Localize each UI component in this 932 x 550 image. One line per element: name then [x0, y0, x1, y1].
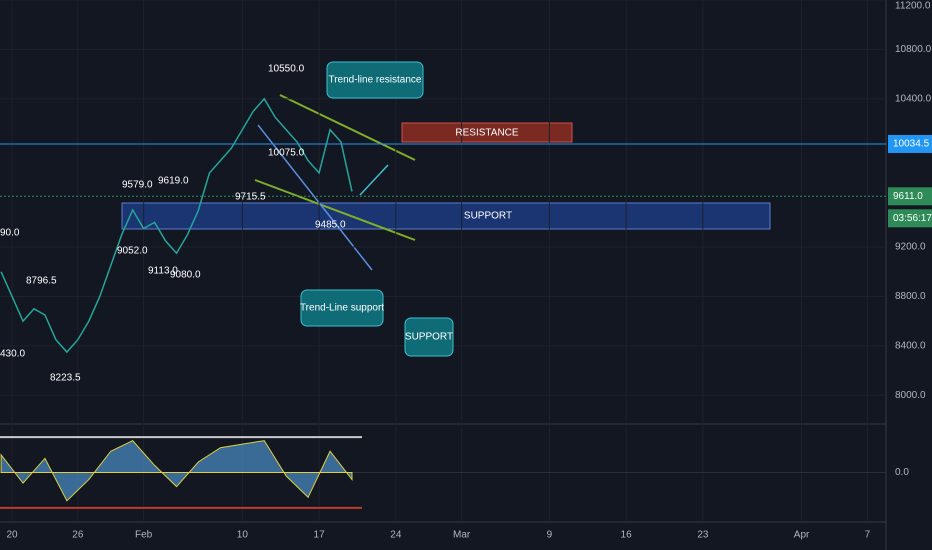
- resistance-zone: [401, 122, 573, 143]
- y-tick-label: 8800.0: [895, 291, 926, 302]
- y-tick-label: 11200.0: [895, 1, 931, 12]
- price-tag: [888, 187, 932, 206]
- zone-label: RESISTANCE: [455, 128, 518, 139]
- x-tick-label: Feb: [135, 530, 153, 541]
- callout-box: [404, 317, 454, 357]
- annotation: 9715.5: [235, 192, 266, 203]
- callout-box: [326, 61, 424, 99]
- annotation: 430.0: [0, 349, 25, 360]
- y-tick-label: 10800.0: [895, 44, 932, 55]
- callout-text: Trend-Line support: [300, 303, 384, 314]
- y-tick-label: 8400.0: [895, 341, 926, 352]
- annotation: 9619.0: [158, 176, 189, 187]
- price-line: [0, 97, 353, 354]
- y-tick-label: 8000.0: [895, 390, 926, 401]
- annotation: 9080.0: [170, 270, 201, 281]
- zone-label: SUPPORT: [464, 211, 512, 222]
- trend-line: [257, 124, 373, 271]
- annotation: 9052.0: [117, 246, 148, 257]
- oscillator-area: [0, 440, 353, 502]
- annotation: 10075.0: [268, 148, 305, 159]
- callout-text: SUPPORT: [405, 332, 453, 343]
- x-tick-label: 17: [314, 530, 326, 541]
- x-tick-label: Apr: [794, 530, 810, 541]
- x-tick-label: 10: [237, 530, 249, 541]
- support-zone: [121, 202, 771, 230]
- x-tick-label: Mar: [453, 530, 471, 541]
- x-tick-label: 20: [6, 530, 18, 541]
- trend-line-support: [254, 179, 416, 241]
- annotation: 9113.0: [148, 266, 178, 277]
- annotation: 8796.5: [26, 276, 57, 287]
- countdown-tag: [888, 209, 932, 228]
- x-tick-label: 7: [865, 530, 871, 541]
- callout-text: Trend-line resistance: [328, 75, 421, 86]
- x-tick-label: 24: [390, 530, 402, 541]
- x-tick-label: 16: [621, 530, 633, 541]
- annotation: 9485.0: [315, 220, 346, 231]
- price-tag-label: 10034.5: [893, 139, 930, 150]
- x-tick-label: 26: [72, 530, 84, 541]
- annotation: 90.0: [0, 228, 20, 239]
- y-tick-label: 0.0: [895, 467, 909, 478]
- annotation: 8223.5: [50, 373, 81, 384]
- y-tick-label: 10400.0: [895, 93, 932, 104]
- price-tag-label: 9611.0: [893, 191, 923, 202]
- countdown: 03:56:17: [893, 213, 932, 224]
- x-tick-label: 9: [547, 530, 553, 541]
- arrow: [359, 164, 389, 196]
- annotation: 9579.0: [122, 180, 153, 191]
- trend-line-resistance: [279, 94, 416, 161]
- x-tick-label: 23: [697, 530, 709, 541]
- y-tick-label: 9200.0: [895, 242, 926, 253]
- annotation: 10550.0: [268, 64, 305, 75]
- callout-box: [300, 289, 384, 327]
- price-tag: [888, 134, 932, 153]
